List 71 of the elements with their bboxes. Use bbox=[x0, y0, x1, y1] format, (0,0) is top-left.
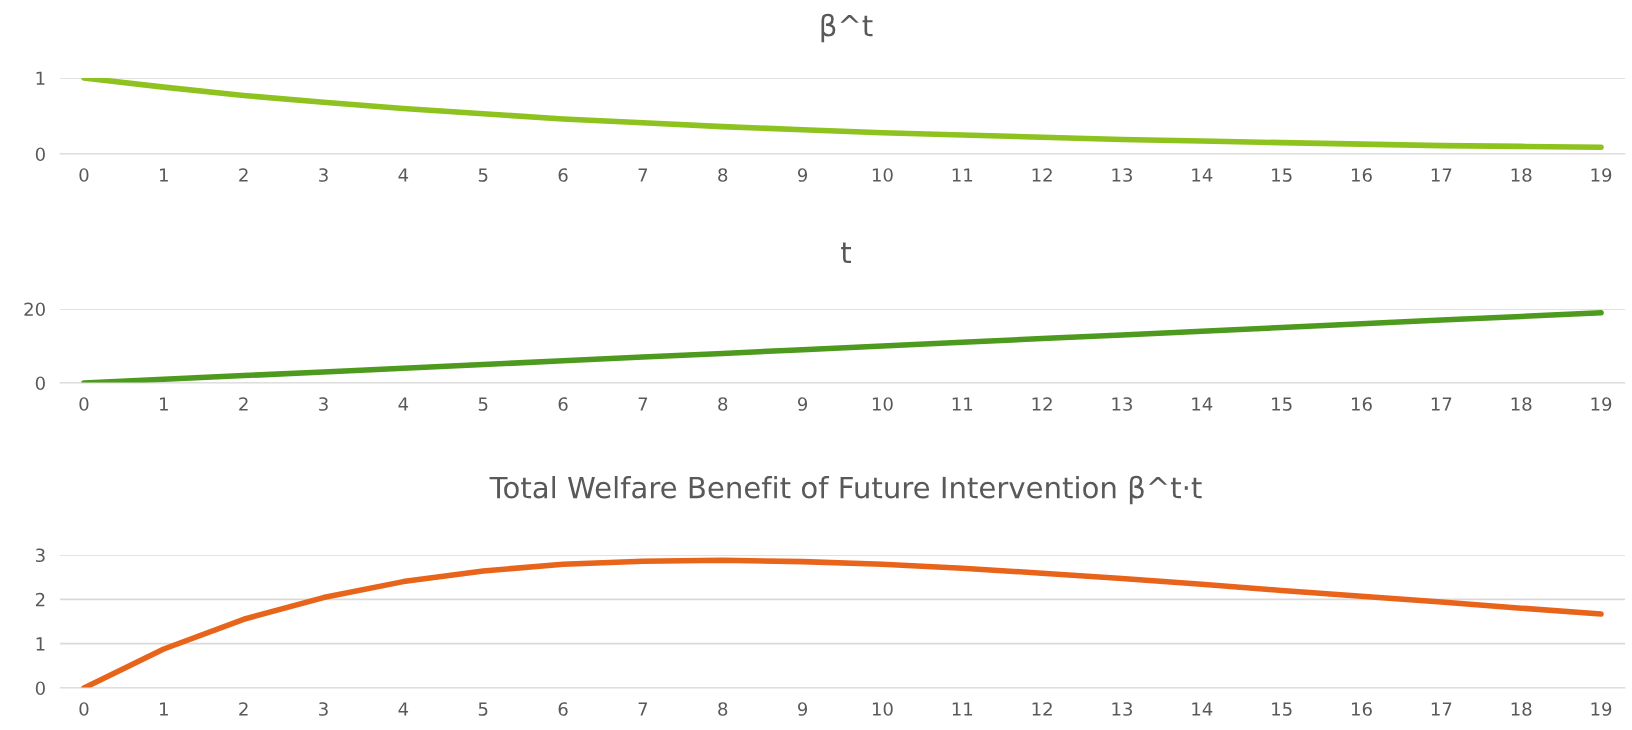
y-tick-label: 0 bbox=[35, 147, 45, 162]
x-tick-label: 3 bbox=[319, 168, 328, 182]
x-tick-label: 18 bbox=[1511, 702, 1532, 716]
x-tick-label: 7 bbox=[638, 702, 648, 716]
x-tick-label: 14 bbox=[1192, 702, 1213, 716]
x-tick-label: 14 bbox=[1192, 168, 1213, 182]
x-tick-label: 8 bbox=[718, 702, 728, 716]
x-tick-label: 9 bbox=[797, 702, 808, 716]
chart-title: β^t bbox=[821, 13, 873, 43]
x-tick-label: 7 bbox=[638, 168, 648, 182]
x-tick-label: 6 bbox=[558, 702, 568, 716]
x-tick-label: 9 bbox=[797, 397, 808, 411]
x-tick-label: 19 bbox=[1591, 702, 1612, 716]
y-tick-label: 2 bbox=[35, 592, 45, 607]
y-tick-label: 20 bbox=[24, 302, 45, 317]
x-tick-label: 12 bbox=[1032, 702, 1052, 716]
x-tick-label: 4 bbox=[398, 702, 409, 716]
x-tick-label: 6 bbox=[558, 397, 568, 411]
x-tick-label: 0 bbox=[79, 397, 89, 411]
x-tick-label: 5 bbox=[478, 702, 488, 716]
x-tick-label: 10 bbox=[872, 168, 893, 182]
x-tick-label: 15 bbox=[1272, 702, 1292, 716]
x-tick-label: 12 bbox=[1032, 168, 1052, 182]
x-tick-label: 13 bbox=[1112, 397, 1132, 411]
x-tick-label: 14 bbox=[1192, 397, 1213, 411]
x-tick-label: 19 bbox=[1591, 168, 1612, 182]
y-tick-label: 1 bbox=[36, 637, 45, 651]
x-tick-label: 15 bbox=[1272, 397, 1292, 411]
x-tick-label: 4 bbox=[398, 168, 409, 182]
chart-title: t bbox=[841, 242, 852, 264]
x-tick-label: 8 bbox=[718, 397, 728, 411]
x-tick-label: 16 bbox=[1352, 397, 1372, 411]
y-tick-label: 1 bbox=[36, 71, 45, 85]
x-tick-label: 1 bbox=[160, 168, 168, 182]
x-tick-label: 3 bbox=[319, 702, 328, 716]
x-tick-label: 9 bbox=[797, 168, 808, 182]
x-tick-label: 5 bbox=[478, 168, 488, 182]
x-tick-label: 1 bbox=[160, 397, 168, 411]
x-tick-label: 6 bbox=[558, 168, 568, 182]
x-tick-label: 8 bbox=[718, 168, 728, 182]
x-tick-label: 13 bbox=[1112, 168, 1132, 182]
x-tick-label: 2 bbox=[239, 168, 248, 182]
x-tick-label: 16 bbox=[1352, 702, 1372, 716]
x-tick-label: 0 bbox=[79, 168, 89, 182]
y-tick-label: 0 bbox=[35, 376, 45, 391]
x-tick-label: 5 bbox=[478, 397, 488, 411]
x-tick-label: 1 bbox=[160, 702, 168, 716]
chart-title: Total Welfare Benefit of Future Intervention β^t·t bbox=[489, 475, 1202, 505]
x-tick-label: 18 bbox=[1511, 168, 1532, 182]
x-tick-label: 7 bbox=[638, 397, 648, 411]
x-tick-label: 16 bbox=[1352, 168, 1372, 182]
x-tick-label: 10 bbox=[872, 397, 893, 411]
x-tick-label: 15 bbox=[1272, 168, 1292, 182]
x-tick-label: 17 bbox=[1431, 168, 1452, 182]
x-tick-label: 17 bbox=[1431, 702, 1452, 716]
x-tick-label: 2 bbox=[239, 397, 248, 411]
x-tick-label: 13 bbox=[1112, 702, 1132, 716]
x-tick-label: 3 bbox=[319, 397, 328, 411]
x-tick-label: 10 bbox=[872, 702, 893, 716]
x-tick-label: 2 bbox=[239, 702, 248, 716]
x-tick-label: 17 bbox=[1431, 397, 1452, 411]
y-tick-label: 0 bbox=[35, 681, 45, 696]
x-tick-label: 11 bbox=[952, 397, 973, 411]
x-tick-label: 11 bbox=[952, 702, 973, 716]
x-tick-label: 4 bbox=[398, 397, 409, 411]
x-tick-label: 18 bbox=[1511, 397, 1532, 411]
x-tick-label: 19 bbox=[1591, 397, 1612, 411]
x-tick-label: 0 bbox=[79, 702, 89, 716]
y-tick-label: 3 bbox=[36, 548, 45, 563]
x-tick-label: 11 bbox=[952, 168, 973, 182]
x-tick-label: 12 bbox=[1032, 397, 1052, 411]
